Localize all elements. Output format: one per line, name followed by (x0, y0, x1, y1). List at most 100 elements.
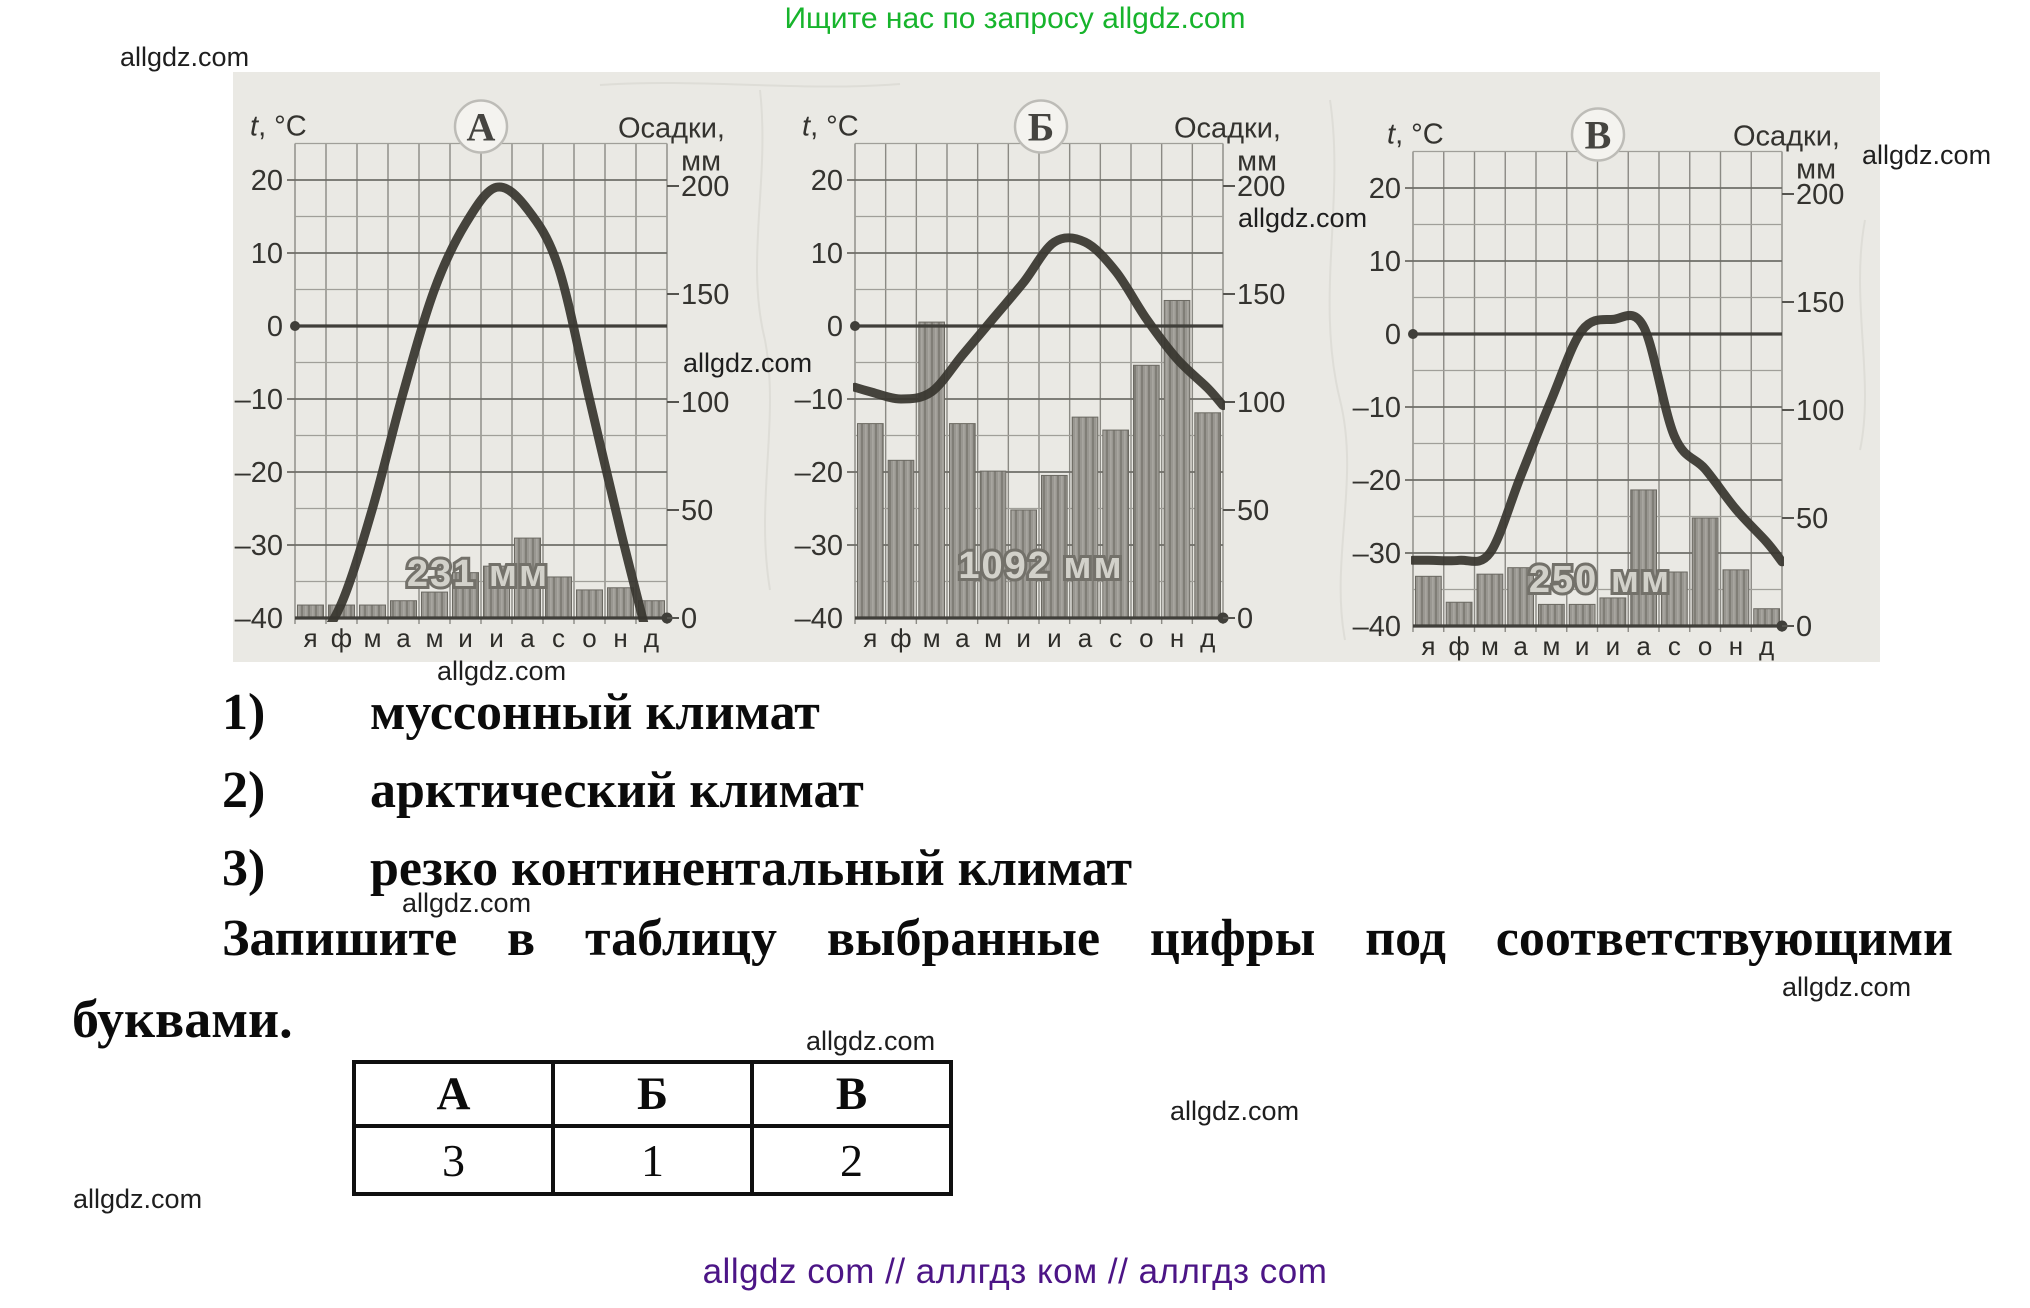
svg-text:д: д (644, 623, 659, 653)
chart-badge: Б (1013, 99, 1069, 154)
svg-text:а: а (520, 623, 535, 653)
precip-axis-unit: мм (1237, 146, 1277, 178)
svg-text:–10: –10 (795, 384, 843, 416)
svg-text:м: м (364, 623, 382, 653)
svg-text:о: о (582, 623, 596, 653)
svg-text:10: 10 (1369, 246, 1401, 278)
svg-text:50: 50 (1237, 495, 1269, 527)
chart-grid (1405, 150, 1783, 632)
watermark: allgdz.com (120, 42, 250, 72)
temp-axis-title: t, °C (1387, 119, 1444, 151)
site-banner: Ищите нас по запросу allgdz.com (784, 2, 1246, 35)
temp-axis-title: t, °C (802, 111, 859, 143)
watermark: allgdz.com (1862, 140, 1992, 170)
svg-text:10: 10 (811, 238, 843, 270)
watermark: allgdz.com (73, 1184, 203, 1214)
watermark: allgdz.com (683, 348, 813, 378)
svg-text:150: 150 (1237, 279, 1285, 311)
instruction-line-2: буквами. (72, 989, 293, 1049)
temp-axis-title: t, °C (250, 111, 307, 143)
watermark: allgdz.com (1238, 203, 1368, 233)
svg-text:с: с (1109, 623, 1122, 653)
svg-text:100: 100 (1796, 395, 1844, 427)
answer-value-b: 1 (551, 1124, 754, 1196)
svg-text:200: 200 (681, 171, 729, 203)
svg-text:д: д (1759, 631, 1774, 661)
svg-text:20: 20 (251, 165, 283, 197)
chart-badge: В (1570, 107, 1626, 162)
precip-axis-title: Осадки, (618, 113, 725, 145)
svg-text:и: и (1047, 623, 1062, 653)
svg-text:–10: –10 (235, 384, 283, 416)
precip-axis-labels: 200 150 100 50 0 (1796, 179, 1844, 643)
svg-text:–20: –20 (235, 457, 283, 489)
svg-text:м: м (426, 623, 444, 653)
precip-bars (1415, 489, 1780, 627)
svg-text:н: н (1170, 623, 1184, 653)
scan-map-texture (599, 81, 1866, 641)
svg-text:–40: –40 (1353, 611, 1401, 643)
svg-text:ф: ф (890, 623, 911, 653)
chart-grid (847, 142, 1224, 624)
svg-text:о: о (1139, 623, 1153, 653)
precip-axis-labels: 200 150 100 50 0 (681, 171, 729, 635)
temp-axis-labels: 20 10 0 –10 –20 –30 –40 (795, 165, 843, 635)
svg-text:м: м (1542, 631, 1560, 661)
watermark: allgdz.com (806, 1026, 936, 1056)
svg-text:50: 50 (1796, 503, 1828, 535)
svg-text:а: а (396, 623, 411, 653)
annual-precip-label: 1092 мм (958, 545, 1123, 587)
watermark: allgdz.com (1170, 1096, 1300, 1126)
answer-header-b: Б (551, 1060, 754, 1128)
svg-text:В: В (1585, 113, 1612, 158)
annual-precip-label: 250 мм (1529, 559, 1671, 601)
svg-text:10: 10 (251, 238, 283, 270)
option-3-number: 3) (222, 840, 266, 897)
svg-text:м: м (1481, 631, 1499, 661)
temp-axis-labels: 20 10 0 –10 –20 –30 –40 (235, 165, 283, 635)
svg-text:200: 200 (1237, 171, 1285, 203)
svg-text:150: 150 (681, 279, 729, 311)
svg-text:и: и (489, 623, 504, 653)
option-1-number: 1) (222, 684, 266, 741)
annual-precip-label: 231 мм (407, 553, 549, 595)
chart-badge: А (453, 99, 509, 154)
svg-text:и: и (1016, 623, 1031, 653)
temp-curve (1411, 311, 1784, 567)
svg-text:0: 0 (1385, 319, 1401, 351)
option-2-number: 2) (222, 762, 266, 819)
svg-text:с: с (552, 623, 565, 653)
svg-text:–30: –30 (235, 530, 283, 562)
precip-axis-unit: мм (1796, 154, 1836, 186)
answer-table-header-row: А Б В (352, 1060, 953, 1128)
precip-axis-labels: 200 150 100 50 0 (1237, 171, 1285, 635)
svg-text:50: 50 (681, 495, 713, 527)
svg-text:д: д (1200, 623, 1215, 653)
option-3-label: резко континентальный климат (370, 840, 1133, 897)
svg-text:м: м (984, 623, 1002, 653)
answer-header-a: А (352, 1060, 555, 1128)
option-2: 2) арктический климат (222, 762, 864, 820)
svg-text:м: м (923, 623, 941, 653)
watermark: allgdz.com (1782, 972, 1912, 1002)
watermark: allgdz.com (437, 656, 567, 686)
svg-text:–30: –30 (1353, 538, 1401, 570)
svg-text:ф: ф (1448, 631, 1469, 661)
temp-curve (326, 182, 649, 622)
precip-axis-title: Осадки, (1733, 121, 1840, 153)
svg-text:н: н (1729, 631, 1743, 661)
svg-text:а: а (955, 623, 970, 653)
answer-header-v: В (750, 1060, 953, 1128)
svg-text:200: 200 (1796, 179, 1844, 211)
answer-value-v: 2 (750, 1124, 953, 1196)
svg-text:и: и (1606, 631, 1621, 661)
answer-table-value-row: 3 1 2 (352, 1124, 953, 1196)
svg-text:0: 0 (681, 603, 697, 635)
svg-text:–40: –40 (235, 603, 283, 635)
option-1-label: муссонный климат (370, 684, 820, 741)
